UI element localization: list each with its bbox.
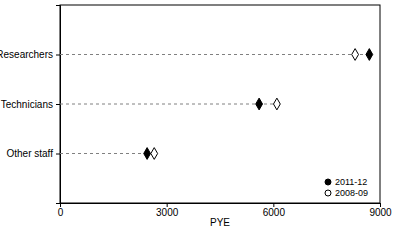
x-tick: 0 <box>58 203 64 218</box>
dot-marker <box>273 98 280 110</box>
legend-symbol <box>325 179 331 185</box>
y-axis-line <box>56 6 61 204</box>
leader-line <box>60 153 154 154</box>
x-tick-label: 0 <box>58 207 64 218</box>
y-tick: Other staff <box>6 148 60 159</box>
plot: 0 3000 6000 9000 Researchers Technicians Other… <box>0 5 392 218</box>
x-axis-title: PYE <box>210 217 230 227</box>
y-tick: Technicians <box>1 99 60 110</box>
x-tick-label: 6000 <box>263 207 286 218</box>
dot-marker <box>144 148 151 160</box>
y-tick-mark <box>56 55 60 56</box>
chart: 0 3000 6000 9000 Researchers Technicians Other… <box>0 0 397 227</box>
x-tick-label: 3000 <box>156 207 179 218</box>
y-tick-mark <box>56 104 60 105</box>
dot-marker <box>352 49 359 61</box>
legend-symbol <box>325 190 331 196</box>
x-axis-line <box>61 204 381 208</box>
leader-line <box>60 104 277 105</box>
x-tick-label: 9000 <box>369 207 392 218</box>
x-tick: 9000 <box>369 203 392 218</box>
legend-label: 2008-09 <box>335 188 368 198</box>
y-tick-mark <box>56 154 60 155</box>
x-axis: 0 3000 6000 9000 <box>58 203 392 218</box>
y-tick: Researchers <box>0 49 60 60</box>
marks <box>60 49 373 160</box>
y-tick-label: Technicians <box>1 99 53 110</box>
y-axis: Researchers Technicians Other staff <box>0 6 61 204</box>
legend-label: 2011-12 <box>335 177 367 187</box>
plot-frame <box>60 5 380 203</box>
dot-marker <box>256 98 263 110</box>
x-tick: 3000 <box>156 203 179 218</box>
legend: 2011-122008-09 <box>325 177 368 198</box>
x-tick: 6000 <box>263 203 286 218</box>
dot-marker <box>366 49 373 61</box>
leader-line <box>60 54 369 55</box>
dot-marker <box>151 148 158 160</box>
y-tick-label: Researchers <box>0 49 53 60</box>
y-tick-label: Other staff <box>6 148 53 159</box>
